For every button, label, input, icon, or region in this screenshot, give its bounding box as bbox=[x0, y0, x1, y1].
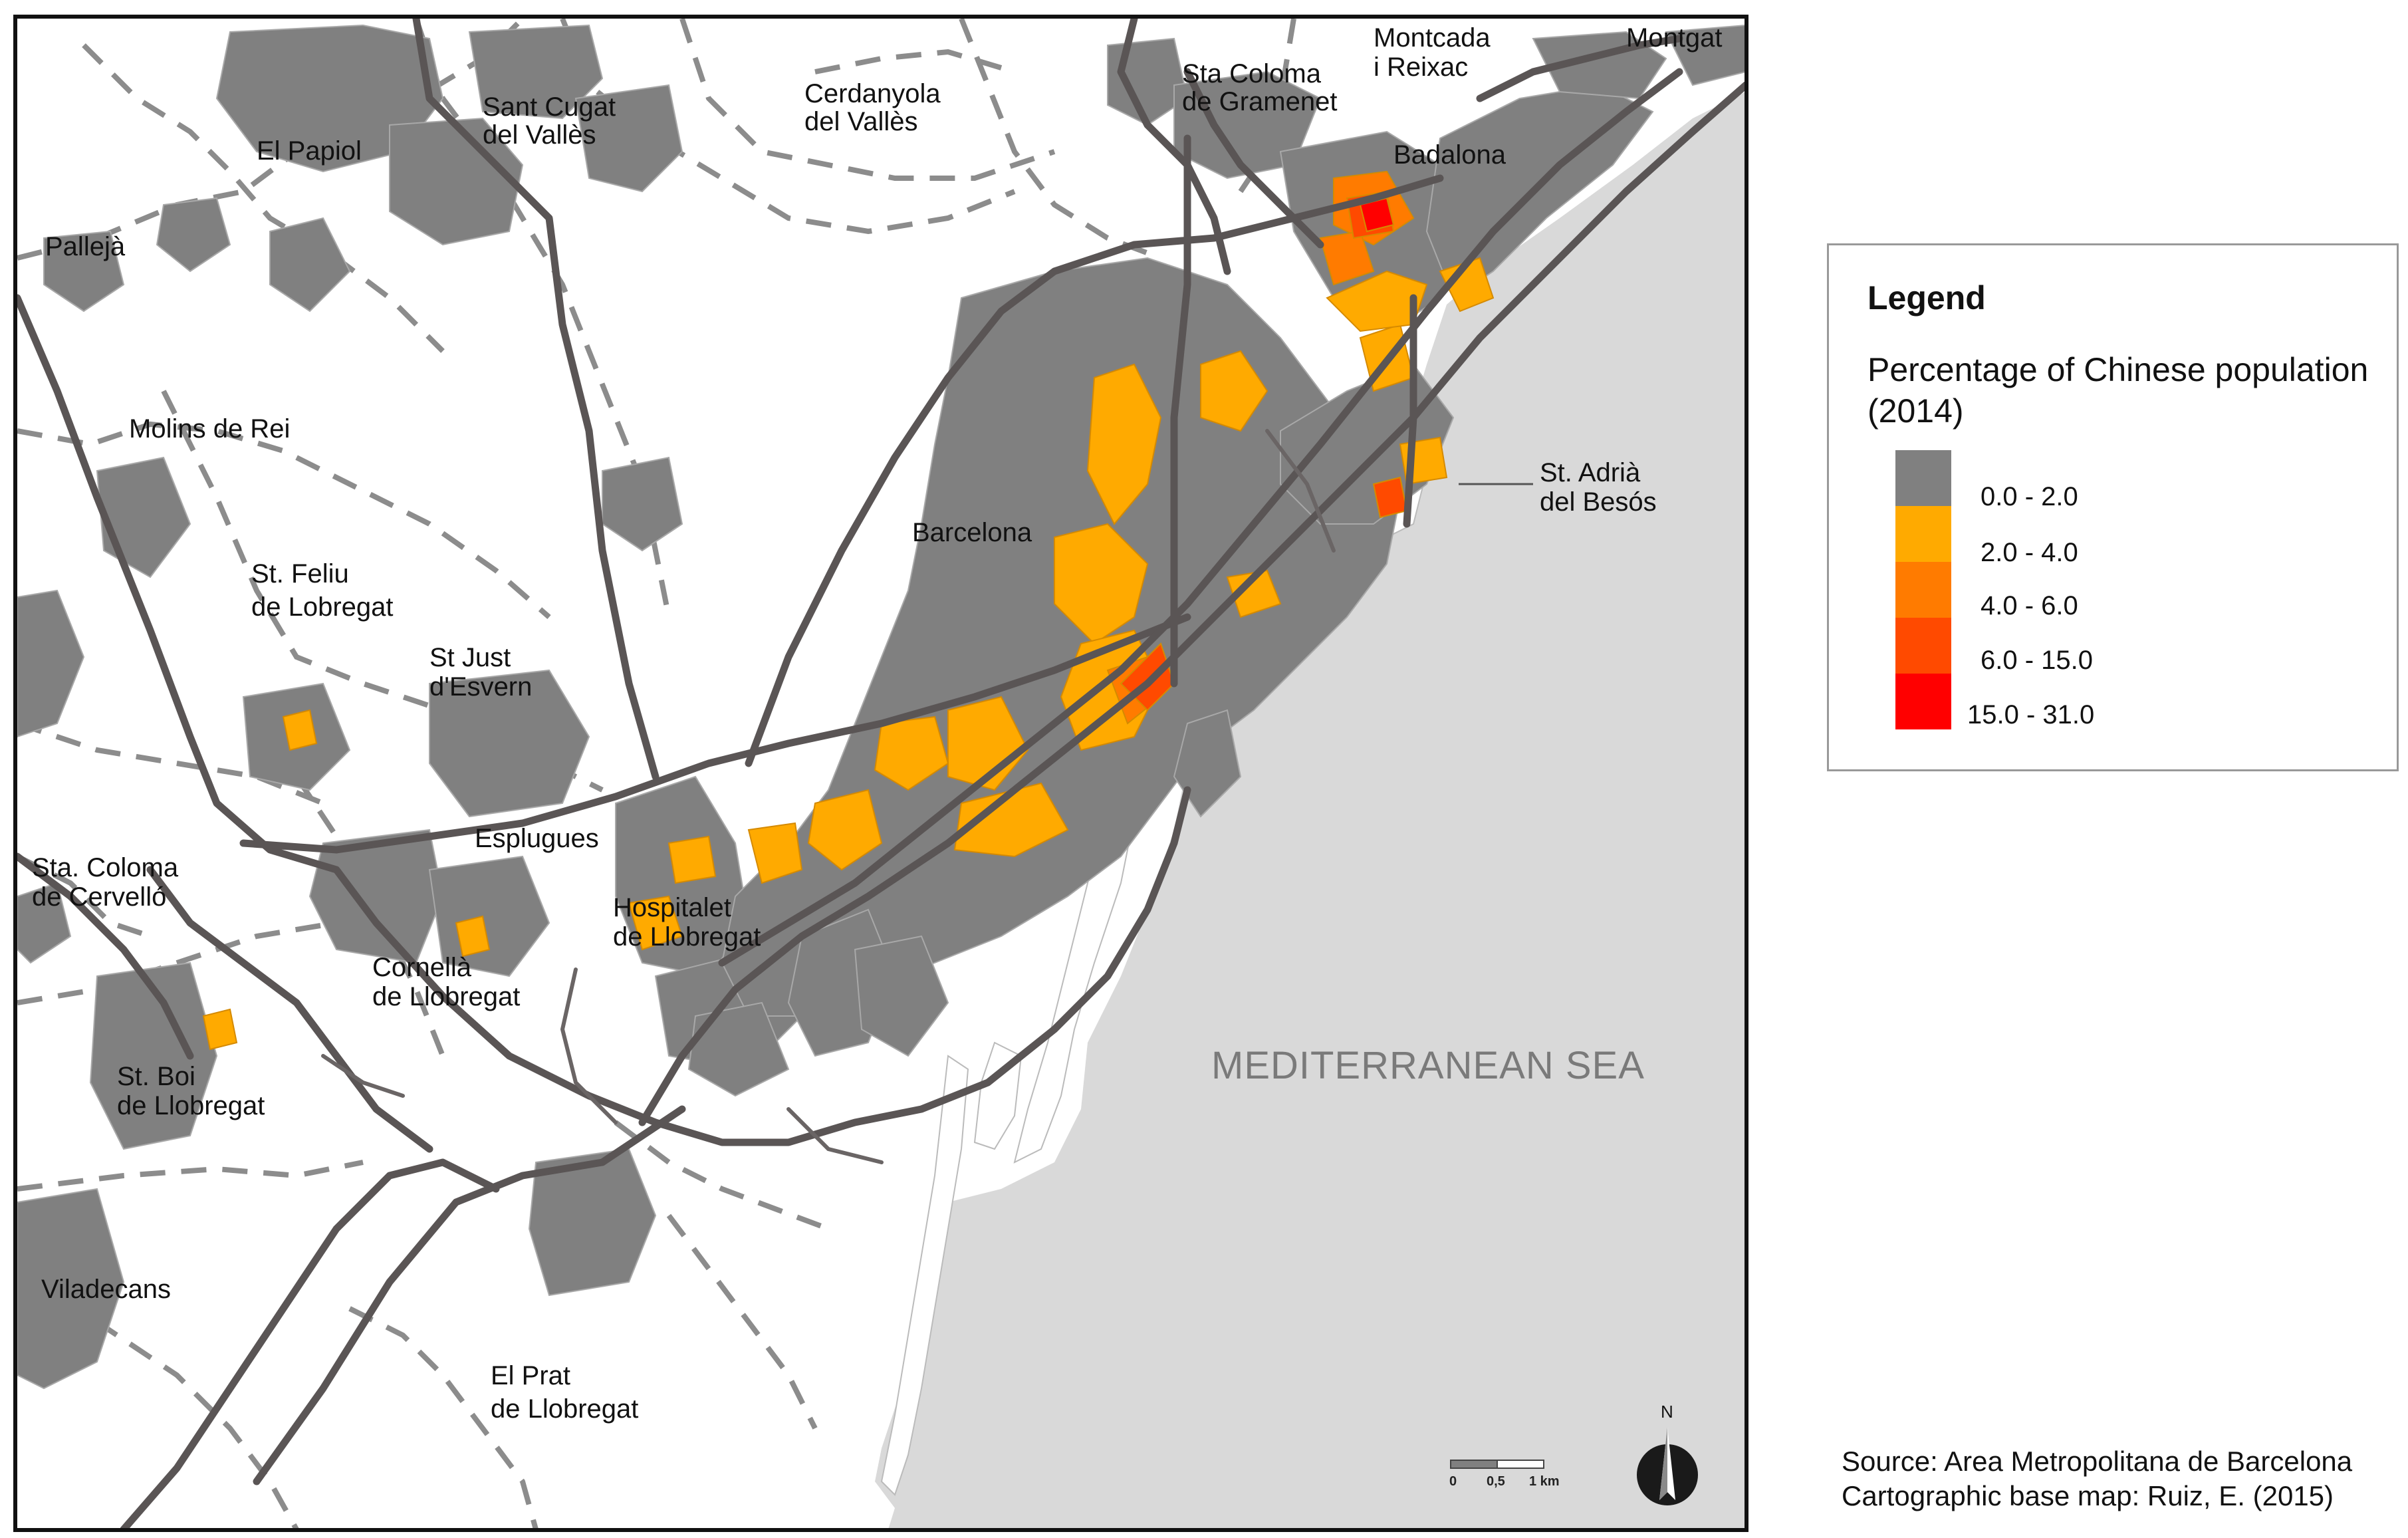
label-montcada-2: i Reixac bbox=[1374, 53, 1468, 82]
legend-label-class-1: 0.0 - 2.0 bbox=[1981, 482, 2078, 511]
label-viladecans: Viladecans bbox=[41, 1275, 171, 1304]
label-st-boi-2: de Llobregat bbox=[117, 1091, 265, 1120]
label-palleja: Pallejà bbox=[45, 232, 126, 261]
label-st-boi-1: St. Boi bbox=[117, 1062, 195, 1091]
source-line-2: Cartographic base map: Ruiz, E. (2015) bbox=[1842, 1480, 2334, 1511]
north-label: N bbox=[1661, 1402, 1673, 1422]
label-sant-cugat-2: del Vallès bbox=[483, 120, 596, 150]
label-sta-coloma-gramenet-1: Sta Coloma bbox=[1182, 59, 1322, 88]
label-esplugues: Esplugues bbox=[475, 824, 599, 853]
label-badalona: Badalona bbox=[1393, 140, 1506, 170]
label-st-adria-2: del Besós bbox=[1540, 487, 1657, 517]
legend-label-class-4: 6.0 - 15.0 bbox=[1981, 646, 2094, 675]
label-sant-cugat-1: Sant Cugat bbox=[483, 92, 616, 122]
label-cornella-2: de Llobregat bbox=[372, 982, 520, 1011]
label-st-just-1: St Just bbox=[429, 643, 511, 672]
label-cornella-1: Cornellà bbox=[372, 953, 472, 982]
scale-segment-2 bbox=[1497, 1460, 1544, 1469]
label-el-prat-2: de Llobregat bbox=[491, 1394, 638, 1424]
label-st-feliu-1: St. Feliu bbox=[251, 559, 349, 588]
label-barcelona: Barcelona bbox=[912, 518, 1032, 547]
label-molins: Molins de Rei bbox=[129, 414, 290, 444]
label-st-just-2: d'Esvern bbox=[429, 672, 532, 702]
source-attribution: Source: Area Metropolitana de Barcelona … bbox=[1842, 1444, 2352, 1513]
legend-title: Legend bbox=[1867, 279, 1986, 317]
north-arrow-needle-shade bbox=[1659, 1427, 1667, 1500]
map-frame[interactable]: El Papiol Sant Cugat del Vallès Cerdanyo… bbox=[13, 15, 1748, 1532]
label-cerdanyola-1: Cerdanyola bbox=[804, 79, 941, 108]
legend-swatch-class-2 bbox=[1895, 506, 1951, 562]
label-el-prat-1: El Prat bbox=[491, 1361, 570, 1390]
label-hospitalet-1: Hospitalet bbox=[613, 893, 731, 922]
legend-label-class-3: 4.0 - 6.0 bbox=[1981, 591, 2078, 620]
scale-bar: 0 0,5 1 km bbox=[1449, 1460, 1560, 1489]
legend-swatch-class-4 bbox=[1895, 618, 1951, 674]
label-mediterranean-sea: MEDITERRANEAN SEA bbox=[1211, 1044, 1645, 1087]
label-montgat: Montgat bbox=[1626, 23, 1723, 53]
map-canvas: El Papiol Sant Cugat del Vallès Cerdanyo… bbox=[17, 19, 1745, 1528]
north-arrow: N bbox=[1637, 1402, 1698, 1505]
scale-segment-1 bbox=[1450, 1460, 1498, 1469]
legend-swatch-class-3 bbox=[1895, 562, 1951, 618]
label-cerdanyola-2: del Vallès bbox=[804, 107, 917, 136]
legend-subtitle: Percentage of Chinese population (2014) bbox=[1867, 351, 2369, 430]
label-sta-coloma-gramenet-2: de Gramenet bbox=[1182, 87, 1337, 116]
label-montcada-1: Montcada bbox=[1374, 23, 1491, 53]
legend-label-class-2: 2.0 - 4.0 bbox=[1981, 538, 2078, 567]
label-el-papiol: El Papiol bbox=[257, 136, 362, 166]
scale-tick-1km: 1 km bbox=[1529, 1474, 1560, 1489]
legend: Legend Percentage of Chinese population … bbox=[1827, 243, 2399, 771]
source-line-1: Source: Area Metropolitana de Barcelona bbox=[1842, 1446, 2353, 1477]
label-sta-coloma-cervello-1: Sta. Coloma bbox=[32, 853, 179, 882]
scale-tick-0: 0 bbox=[1449, 1474, 1457, 1489]
place-labels: El Papiol Sant Cugat del Vallès Cerdanyo… bbox=[32, 23, 1723, 1424]
label-st-adria-1: St. Adrià bbox=[1540, 458, 1641, 487]
mediterranean-sea bbox=[875, 92, 1745, 1528]
secondary-roads bbox=[321, 429, 1336, 1164]
port-pier bbox=[1013, 802, 1136, 1164]
label-st-feliu-2: de Lobregat bbox=[251, 592, 394, 622]
legend-label-class-5: 15.0 - 31.0 bbox=[1967, 700, 2095, 729]
legend-swatch-class-1 bbox=[1895, 450, 1951, 506]
label-hospitalet-2: de Llobregat bbox=[613, 922, 761, 952]
legend-swatch-class-5 bbox=[1895, 674, 1951, 729]
label-sta-coloma-cervello-2: de Cervelló bbox=[32, 882, 166, 912]
scale-tick-half: 0,5 bbox=[1487, 1474, 1505, 1489]
port-breakwater bbox=[880, 1055, 969, 1496]
